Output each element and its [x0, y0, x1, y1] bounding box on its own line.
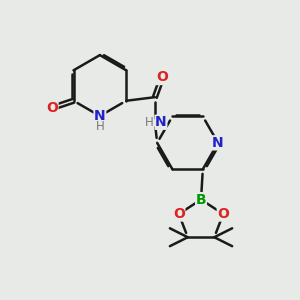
- Text: O: O: [46, 101, 58, 115]
- Text: O: O: [173, 207, 185, 221]
- Text: N: N: [212, 136, 224, 150]
- Text: O: O: [217, 207, 229, 221]
- Text: H: H: [95, 120, 104, 133]
- Text: B: B: [196, 193, 206, 207]
- Text: H: H: [144, 116, 153, 129]
- Text: N: N: [155, 115, 167, 129]
- Text: N: N: [94, 109, 106, 123]
- Text: O: O: [156, 70, 168, 85]
